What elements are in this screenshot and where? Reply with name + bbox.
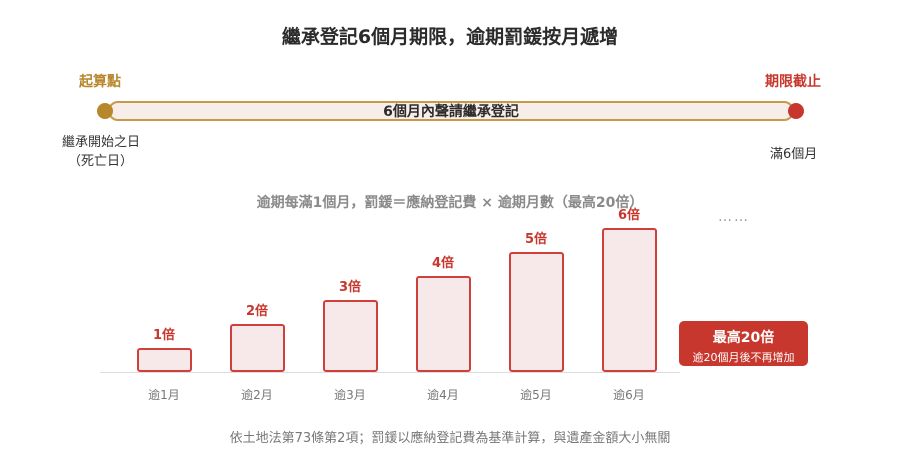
bar-6 [601,228,657,372]
timeline-bar-text: 6個月內聲請繼承登記 [383,104,519,120]
bar-1 [136,348,192,372]
month-tick-label: 逾4月 [427,388,459,402]
bar-4 [415,276,471,372]
max-penalty-badge: 最高20倍 逾20個月後不再增加 [679,321,808,366]
bar-3 [322,300,378,372]
end-note: 滿6個月 [770,147,818,162]
bar-value-label: 1倍 [152,328,176,343]
month-tick-label: 逾2月 [241,388,273,402]
start-note-line2: （死亡日） [68,154,134,169]
month-tick-label: 逾6月 [613,388,645,402]
deadline-label: 期限截止 [765,74,821,90]
month-tick-label: 逾1月 [148,388,180,402]
month-tick-label: 逾3月 [334,388,366,402]
bar-5 [508,252,564,372]
bar-value-label: 2倍 [245,304,269,319]
bar-value-label: 5倍 [524,232,548,247]
bar-2 [229,324,285,372]
max-penalty-subtitle: 逾20個月後不再增加 [692,351,795,364]
bar-value-label: 3倍 [338,280,362,295]
bar-value-label: 4倍 [431,256,455,271]
start-note-line1: 繼承開始之日 [62,135,141,150]
timeline-bar: 6個月內聲請繼承登記 [108,101,794,121]
footnote: 依土地法第73條第2項；罰鍰以應納登記費為基準計算，與遺產金額大小無關 [229,431,671,446]
month-tick-label: 逾5月 [520,388,552,402]
start-dot-icon [97,103,113,119]
max-penalty-title: 最高20倍 [712,330,775,346]
bar-value-label: 6倍 [617,208,641,223]
start-point-label: 起算點 [79,74,121,90]
page-title: 繼承登記6個月期限，逾期罰鍰按月遞增 [281,26,619,48]
formula-text: 逾期每滿1個月，罰鍰＝應納登記費 × 逾期月數（最高20倍） [256,195,644,211]
end-dot-icon [788,103,804,119]
ellipsis: …… [718,209,750,225]
chart-baseline [100,372,680,373]
start-note: 繼承開始之日 （死亡日） [62,133,140,171]
